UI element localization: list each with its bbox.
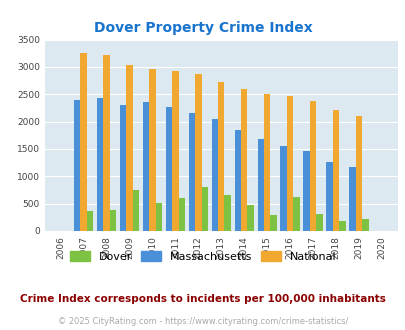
Bar <box>188 113 195 231</box>
Bar <box>315 214 322 231</box>
Bar <box>80 53 87 231</box>
Bar <box>87 211 93 231</box>
Bar <box>355 115 361 231</box>
Bar <box>126 65 132 231</box>
Bar <box>309 101 315 231</box>
Bar <box>247 205 253 231</box>
Bar <box>143 102 149 231</box>
Bar <box>348 167 355 231</box>
Bar <box>165 107 172 231</box>
Text: Dover Property Crime Index: Dover Property Crime Index <box>94 21 311 35</box>
Bar <box>361 219 368 231</box>
Bar <box>109 210 116 231</box>
Bar <box>211 119 217 231</box>
Bar <box>178 198 185 231</box>
Legend: Dover, Massachusetts, National: Dover, Massachusetts, National <box>65 247 340 267</box>
Bar <box>241 89 247 231</box>
Bar <box>263 94 270 231</box>
Bar <box>132 190 139 231</box>
Bar <box>257 139 263 231</box>
Bar <box>286 96 292 231</box>
Bar <box>119 105 126 231</box>
Bar <box>224 195 230 231</box>
Bar <box>217 82 224 231</box>
Bar <box>326 162 332 231</box>
Text: © 2025 CityRating.com - https://www.cityrating.com/crime-statistics/: © 2025 CityRating.com - https://www.city… <box>58 317 347 326</box>
Bar <box>201 187 207 231</box>
Text: Crime Index corresponds to incidents per 100,000 inhabitants: Crime Index corresponds to incidents per… <box>20 294 385 304</box>
Bar <box>270 215 276 231</box>
Bar <box>103 55 109 231</box>
Bar <box>292 197 299 231</box>
Bar <box>303 151 309 231</box>
Bar <box>74 100 80 231</box>
Bar <box>97 98 103 231</box>
Bar <box>280 146 286 231</box>
Bar <box>338 221 345 231</box>
Bar <box>172 71 178 231</box>
Bar <box>234 130 241 231</box>
Bar <box>195 74 201 231</box>
Bar <box>332 110 338 231</box>
Bar <box>155 203 162 231</box>
Bar <box>149 69 155 231</box>
